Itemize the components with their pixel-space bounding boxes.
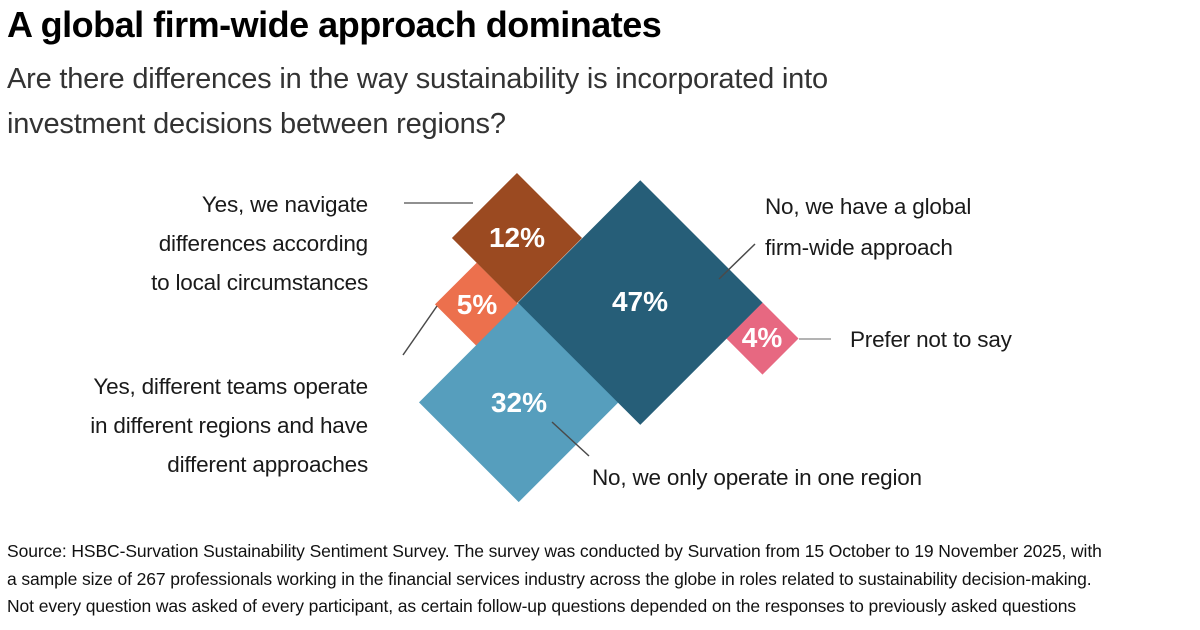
callout-line: firm-wide approach — [765, 235, 953, 260]
page-subtitle: Are there differences in the way sustain… — [7, 57, 828, 147]
page-title: A global firm-wide approach dominates — [7, 4, 662, 45]
callout-line: Prefer not to say — [850, 327, 1012, 352]
segment-value-label-navigate-local: 12% — [488, 222, 546, 253]
segment-value-label-one-region: 32% — [490, 387, 548, 418]
callout-navigate-local: Yes, we navigate differences according t… — [151, 185, 368, 302]
callout-line: different approaches — [167, 452, 368, 477]
source-line-3: Not every question was asked of every pa… — [7, 596, 1077, 616]
callout-line: in different regions and have — [90, 413, 368, 438]
callout-global-firm-wide: No, we have a global firm-wide approach — [765, 186, 971, 268]
callout-line: No, we have a global — [765, 194, 972, 219]
callout-line: to local circumstances — [151, 270, 368, 295]
callout-one-region: No, we only operate in one region — [592, 458, 922, 497]
callout-prefer-not-say: Prefer not to say — [850, 320, 1012, 359]
segment-value-label-different-teams: 5% — [456, 289, 498, 320]
source-line-2: a sample size of 267 professionals worki… — [7, 568, 1092, 589]
callout-line: No, we only operate in one region — [592, 465, 922, 490]
segment-value-label-prefer-not-say: 4% — [741, 322, 783, 353]
leader-line-different-teams — [402, 305, 438, 356]
segment-value-label-global-firm-wide: 47% — [611, 286, 669, 317]
source-line-1: Source: HSBC-Survation Sustainability Se… — [7, 541, 1102, 561]
source-note: Source: HSBC-Survation Sustainability Se… — [7, 538, 1167, 621]
page-subtitle-line-2: investment decisions between regions? — [7, 108, 506, 140]
callout-different-teams: Yes, different teams operate in differen… — [90, 367, 368, 484]
callout-line: Yes, we navigate — [201, 192, 368, 217]
page-subtitle-line-1: Are there differences in the way sustain… — [7, 63, 828, 95]
callout-line: differences according — [158, 231, 368, 256]
callout-line: Yes, different teams operate — [93, 374, 368, 399]
